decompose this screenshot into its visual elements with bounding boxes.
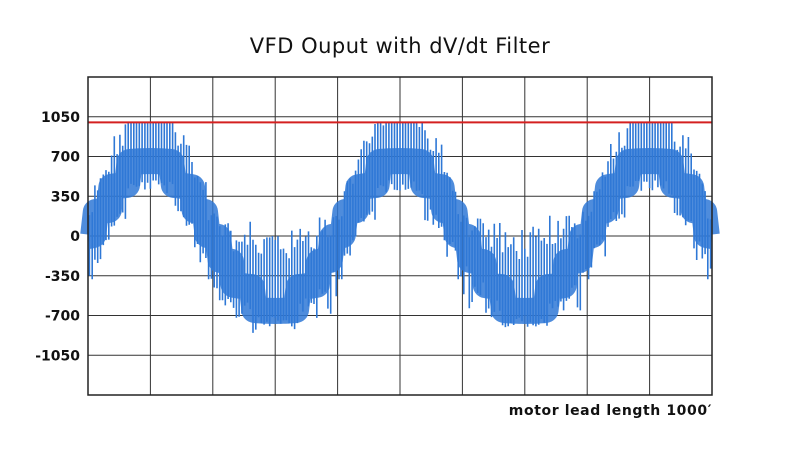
x-axis-label: motor lead length 1000′	[508, 403, 712, 419]
y-tick-label: 350	[51, 189, 80, 205]
y-tick-label: 700	[51, 150, 80, 166]
plot-frame	[87, 76, 713, 396]
y-tick-label: 1050	[41, 110, 80, 126]
y-tick-label: -1050	[35, 348, 80, 364]
y-tick-label: -700	[45, 309, 80, 325]
y-tick-label: -350	[45, 269, 80, 285]
waveform-body	[77, 148, 723, 324]
y-tick-label: 0	[70, 229, 80, 245]
series-waveform	[77, 122, 723, 333]
y-axis-ticks: 1050 700 350 0 -350 -700 -1050	[35, 110, 80, 365]
chart-title: VFD Ouput with dV/dt Filter	[249, 34, 551, 58]
